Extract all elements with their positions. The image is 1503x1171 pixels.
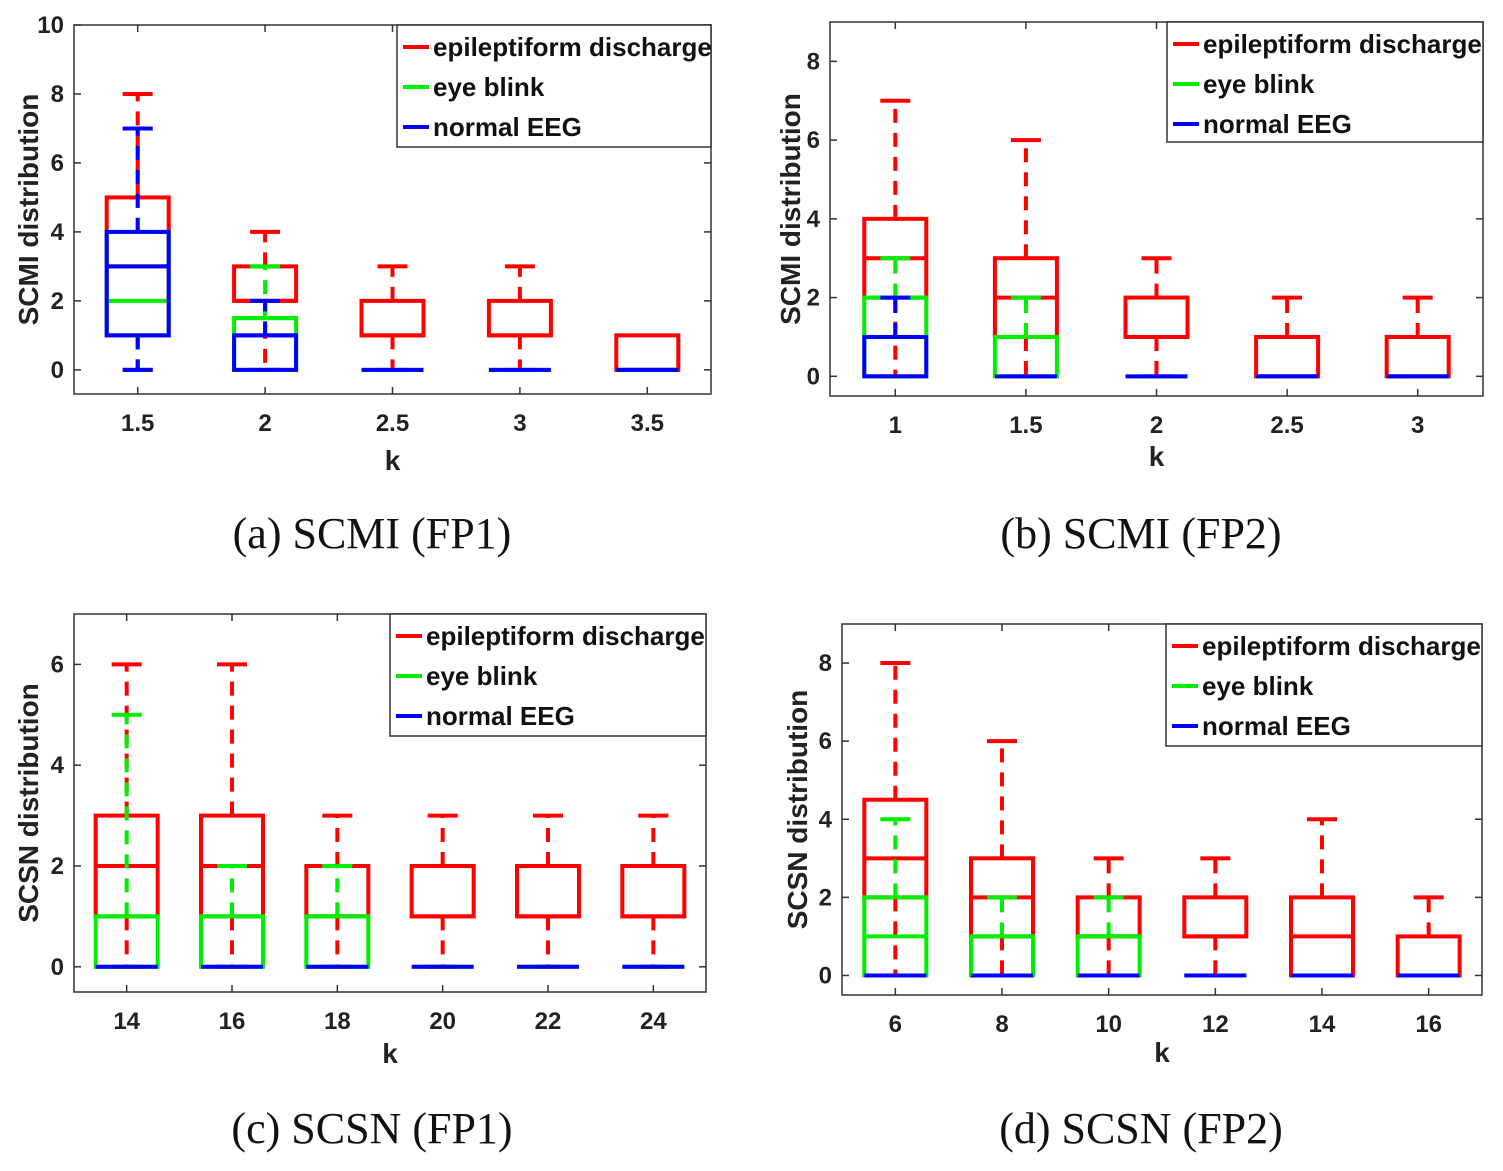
y-tick-label: 2 bbox=[51, 853, 64, 880]
x-tick-label: 1.5 bbox=[121, 410, 154, 437]
legend-entry: normal EEG bbox=[433, 112, 582, 142]
legend-box bbox=[1165, 623, 1483, 747]
y-tick-label: 0 bbox=[51, 954, 64, 981]
y-axis-label: SCSN distribution bbox=[13, 683, 44, 923]
legend-entry: normal EEG bbox=[426, 701, 575, 731]
boxplot-normal-EEG-1.5 bbox=[104, 126, 171, 372]
x-tick-label: 2.5 bbox=[1270, 412, 1303, 439]
legend: epileptiform discharge eye blink normal EE… bbox=[1166, 21, 1484, 143]
y-tick-label: 6 bbox=[51, 651, 64, 678]
legend-entry: eye blink bbox=[1203, 69, 1315, 99]
y-tick-label: 0 bbox=[807, 363, 820, 390]
box bbox=[104, 229, 171, 338]
y-tick-label: 4 bbox=[819, 806, 833, 833]
legend-entry: epileptiform discharge bbox=[433, 32, 712, 62]
x-axis-label: k bbox=[1154, 1037, 1170, 1068]
x-tick-label: 1.5 bbox=[1009, 412, 1042, 439]
x-tick-label: 18 bbox=[324, 1008, 351, 1035]
x-tick-label: 2 bbox=[1150, 412, 1163, 439]
x-tick-label: 6 bbox=[889, 1011, 902, 1038]
y-tick-label: 4 bbox=[807, 206, 821, 233]
x-axis-label: k bbox=[1149, 441, 1165, 472]
legend-box bbox=[396, 24, 712, 148]
boxplot-epileptiform-discharge-20 bbox=[409, 813, 476, 969]
legend-entry: eye blink bbox=[426, 661, 538, 691]
legend-entry: eye blink bbox=[1202, 671, 1314, 701]
x-tick-label: 3 bbox=[513, 410, 526, 437]
y-axis-label: SCMI distribution bbox=[775, 93, 806, 325]
y-tick-label: 4 bbox=[51, 752, 65, 779]
x-axis-label: k bbox=[385, 445, 401, 476]
panel-caption: (b) SCMI (FP2) bbox=[1000, 509, 1281, 558]
x-tick-label: 3.5 bbox=[631, 410, 664, 437]
panel-caption: (d) SCSN (FP2) bbox=[999, 1104, 1283, 1153]
y-tick-label: 8 bbox=[807, 48, 820, 75]
chart-panel-0: 0 2 4 6 8 10 1.5 2 2.5 3 3.5 k SCMI distribution epil… bbox=[13, 12, 712, 476]
x-tick-label: 2.5 bbox=[376, 410, 409, 437]
legend-box bbox=[1166, 21, 1484, 143]
chart-panel-3: 0 2 4 6 8 6 8 10 12 14 16 k SCSN distribution epilept… bbox=[782, 623, 1483, 1068]
y-tick-label: 6 bbox=[51, 150, 64, 177]
x-axis-label: k bbox=[382, 1038, 398, 1069]
legend-entry: normal EEG bbox=[1203, 109, 1352, 139]
x-tick-label: 24 bbox=[640, 1008, 667, 1035]
legend-entry: normal EEG bbox=[1202, 711, 1351, 741]
y-axis-label: SCMI distribution bbox=[13, 94, 44, 326]
boxplot-eye-blink-10 bbox=[1075, 895, 1142, 978]
legend: epileptiform discharge eye blink normal EE… bbox=[389, 613, 707, 737]
y-tick-label: 0 bbox=[819, 962, 832, 989]
x-tick-label: 14 bbox=[1309, 1011, 1336, 1038]
chart-panel-1: 0 2 4 6 8 1 1.5 2 2.5 3 k SCMI distribution epilepti… bbox=[775, 21, 1484, 472]
panel-caption: (c) SCSN (FP1) bbox=[231, 1104, 512, 1153]
y-tick-label: 8 bbox=[819, 650, 832, 677]
y-tick-label: 4 bbox=[51, 219, 65, 246]
legend-box bbox=[389, 613, 707, 737]
x-tick-label: 20 bbox=[429, 1008, 456, 1035]
x-tick-label: 10 bbox=[1095, 1011, 1122, 1038]
y-tick-label: 10 bbox=[37, 12, 64, 39]
legend-entry: eye blink bbox=[433, 72, 545, 102]
x-tick-label: 1 bbox=[889, 412, 902, 439]
y-tick-label: 2 bbox=[807, 285, 820, 312]
y-axis-label: SCSN distribution bbox=[782, 690, 813, 930]
y-tick-label: 6 bbox=[819, 728, 832, 755]
x-tick-label: 3 bbox=[1411, 412, 1424, 439]
x-tick-label: 14 bbox=[113, 1008, 140, 1035]
legend-entry: epileptiform discharge bbox=[1203, 29, 1482, 59]
panel-caption: (a) SCMI (FP1) bbox=[233, 509, 512, 558]
x-tick-label: 2 bbox=[258, 410, 271, 437]
x-tick-label: 22 bbox=[535, 1008, 562, 1035]
x-tick-label: 16 bbox=[1415, 1011, 1442, 1038]
y-tick-label: 2 bbox=[819, 884, 832, 911]
legend-entry: epileptiform discharge bbox=[426, 621, 705, 651]
legend: epileptiform discharge eye blink normal EE… bbox=[1165, 623, 1483, 747]
y-tick-label: 6 bbox=[807, 127, 820, 154]
x-tick-label: 12 bbox=[1202, 1011, 1229, 1038]
x-tick-label: 8 bbox=[995, 1011, 1008, 1038]
legend: epileptiform discharge eye blink normal EE… bbox=[396, 24, 712, 148]
x-tick-label: 16 bbox=[219, 1008, 246, 1035]
y-tick-label: 2 bbox=[51, 288, 64, 315]
boxplot-normal-EEG-1 bbox=[862, 295, 929, 379]
legend-entry: epileptiform discharge bbox=[1202, 631, 1481, 661]
y-tick-label: 8 bbox=[51, 81, 64, 108]
y-tick-label: 0 bbox=[51, 357, 64, 384]
boxplot-normal-EEG-2 bbox=[232, 298, 299, 372]
